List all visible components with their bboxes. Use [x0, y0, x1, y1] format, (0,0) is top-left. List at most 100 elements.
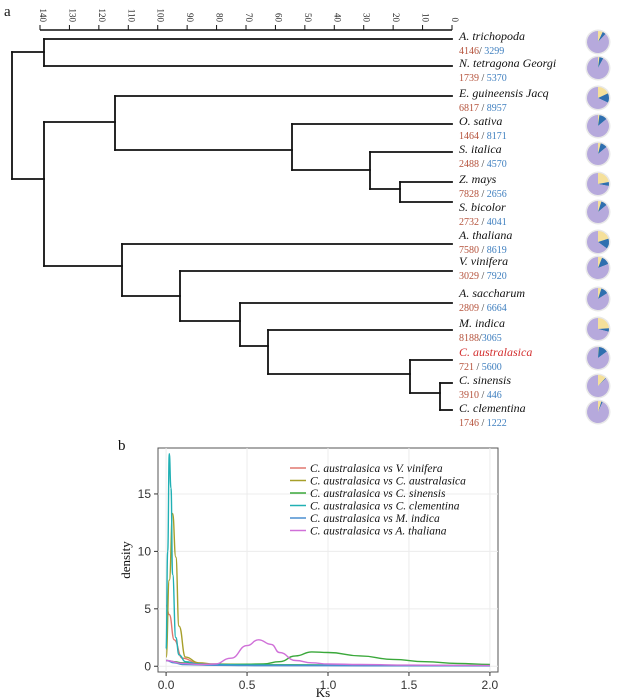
- count-separator: /: [479, 271, 487, 282]
- count-a: 7828: [459, 189, 479, 200]
- pie-slice: [598, 143, 607, 154]
- taxon-gene-counts: 4146/ 3299: [459, 46, 504, 57]
- scale-tick-label: 130: [67, 9, 77, 23]
- scale-tick-label: 100: [156, 9, 166, 23]
- pie-slice: [598, 173, 609, 184]
- count-b: 4041: [487, 217, 507, 228]
- scale-tick-label: 140: [38, 9, 48, 23]
- scale-tick-label: 30: [362, 13, 372, 23]
- pie-slice: [587, 231, 607, 253]
- legend-entry: C. australasica vs C. clementina: [310, 501, 460, 513]
- scale-tick-label: 10: [421, 13, 431, 23]
- count-a: 6817: [459, 103, 479, 114]
- y-tick-label: 5: [144, 602, 151, 616]
- scale-tick-label: 80: [215, 13, 225, 23]
- pie-slice: [587, 87, 608, 109]
- taxon-name: C. sinensis: [459, 373, 511, 387]
- taxon-gene-counts: 8188/3065: [459, 333, 502, 344]
- pie-slice: [598, 201, 607, 212]
- scale-tick-label: 120: [97, 9, 107, 23]
- count-b: 8171: [487, 131, 507, 142]
- legend-entry: C. australasica vs A. thaliana: [310, 526, 447, 538]
- pie-slice: [598, 57, 604, 68]
- scale-tick-label: 40: [332, 13, 342, 23]
- taxon-gene-counts: 3029 / 7920: [459, 271, 507, 282]
- pie-slice: [598, 288, 608, 299]
- count-a: 2488: [459, 159, 479, 170]
- scale-tick-label: 110: [126, 9, 136, 23]
- axis-ticks: 0.0 0.5 1.0 1.5 2.0 0 5 10 15: [138, 487, 499, 692]
- count-b: 5370: [487, 73, 507, 84]
- count-a: 2732: [459, 217, 479, 228]
- count-separator: /: [479, 418, 487, 429]
- count-b: 446: [487, 390, 502, 401]
- x-tick-label: 0.5: [239, 678, 256, 692]
- count-a: 1739: [459, 73, 479, 84]
- scale-tick-label: 90: [185, 13, 195, 23]
- x-axis-label: Ks: [316, 685, 330, 700]
- density-series: [165, 452, 490, 667]
- taxon-name: S. bicolor: [459, 200, 506, 214]
- count-b: 3299: [484, 46, 504, 57]
- y-tick-label: 0: [144, 659, 151, 673]
- pie-slice: [587, 115, 609, 137]
- x-tick-label: 0.0: [158, 678, 175, 692]
- count-b: 2656: [487, 189, 507, 200]
- count-b: 7920: [487, 271, 507, 282]
- pie-slice: [598, 32, 606, 42]
- count-b: 3065: [482, 333, 502, 344]
- taxon-name: C. australasica: [459, 345, 532, 359]
- count-separator: /: [479, 303, 487, 314]
- y-tick-label: 15: [138, 487, 152, 501]
- count-separator: /: [479, 189, 487, 200]
- pie-slice: [598, 87, 608, 98]
- taxon-gene-counts: 1464 / 8171: [459, 131, 507, 142]
- taxon-name: N. tetragona Georgi: [458, 56, 556, 70]
- count-a: 3029: [459, 271, 479, 282]
- taxon-gene-counts: 2809 / 6664: [459, 303, 507, 314]
- count-a: 1464: [459, 131, 479, 142]
- count-separator: /: [479, 159, 487, 170]
- pie-slice: [587, 173, 609, 195]
- panel-b-label: b: [118, 438, 126, 454]
- scale-tick-label: 50: [303, 13, 313, 23]
- pie-slice: [598, 401, 602, 412]
- taxon-gene-counts: 1739 / 5370: [459, 73, 507, 84]
- pie-slice: [598, 181, 610, 187]
- ks-density-chart: 0.0 0.5 1.0 1.5 2.0 0 5 10 15 Ks density C. aust…: [118, 447, 499, 700]
- count-a: 8188: [459, 333, 479, 344]
- x-tick-label: 2.0: [482, 678, 499, 692]
- legend-entry: C. australasica vs C. australasica: [310, 476, 466, 488]
- taxon-name: A. thaliana: [458, 228, 512, 242]
- count-separator: /: [479, 333, 482, 344]
- pie-slice: [587, 288, 610, 310]
- pie-slice: [587, 347, 609, 370]
- pie-slice: [598, 401, 603, 412]
- pie-slice: [598, 257, 609, 268]
- count-separator: /: [479, 245, 487, 256]
- pie-slice: [598, 318, 609, 329]
- taxon-name: C. clementina: [459, 401, 526, 415]
- pie-slice: [598, 347, 599, 358]
- pie-slice: [587, 143, 609, 166]
- count-a: 7580: [459, 245, 479, 256]
- count-b: 4570: [487, 159, 507, 170]
- count-b: 6664: [487, 303, 507, 314]
- pie-slice: [598, 347, 607, 358]
- pie-slice: [598, 143, 601, 154]
- pie-slice: [598, 328, 609, 332]
- panel-a-label: a: [4, 4, 11, 20]
- legend-entry: C. australasica vs V. vinifera: [310, 463, 443, 475]
- pie-slice: [598, 31, 603, 42]
- count-a: 4146: [459, 46, 479, 57]
- pie-slice: [598, 201, 602, 212]
- pie-slice: [587, 57, 609, 79]
- taxon-name: S. italica: [459, 142, 502, 156]
- time-scale: 140 130 120 110 100 90 80 70 60 50 40 30 20 10 0: [38, 9, 460, 31]
- pie-slice: [598, 115, 600, 126]
- count-separator: /: [479, 390, 487, 401]
- scale-tick-label: 70: [244, 13, 254, 23]
